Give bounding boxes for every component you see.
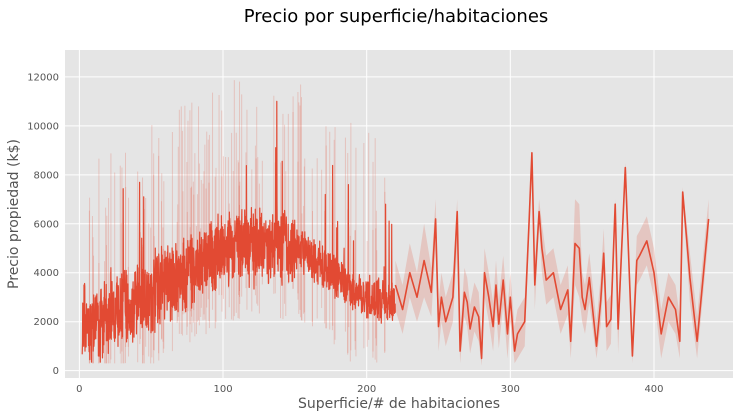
x-tick-label: 400 bbox=[644, 384, 663, 395]
x-axis-ticks: 0 100 200 300 400 bbox=[76, 384, 663, 395]
y-tick-label: 12000 bbox=[27, 72, 59, 83]
y-tick-label: 6000 bbox=[34, 219, 59, 230]
dense-line-segment bbox=[81, 100, 396, 363]
y-axis-label: Precio propiedad (k$) bbox=[6, 139, 22, 289]
price-series-line bbox=[394, 152, 710, 360]
x-tick-label: 100 bbox=[213, 384, 232, 395]
y-tick-label: 8000 bbox=[34, 170, 59, 181]
y-tick-label: 10000 bbox=[27, 121, 59, 132]
x-tick-label: 300 bbox=[501, 384, 520, 395]
plot-area bbox=[65, 50, 733, 378]
x-tick-label: 200 bbox=[357, 384, 376, 395]
y-tick-label: 0 bbox=[53, 366, 59, 377]
x-axis-label: Superficie/# de habitaciones bbox=[298, 396, 500, 412]
chart-title: Precio por superficie/habitaciones bbox=[244, 6, 549, 27]
y-tick-label: 4000 bbox=[34, 268, 59, 279]
y-axis-ticks: 0 2000 4000 6000 8000 10000 12000 bbox=[27, 72, 59, 377]
price-series-dense bbox=[81, 100, 396, 363]
y-tick-label: 2000 bbox=[34, 317, 59, 328]
x-tick-label: 0 bbox=[76, 384, 82, 395]
